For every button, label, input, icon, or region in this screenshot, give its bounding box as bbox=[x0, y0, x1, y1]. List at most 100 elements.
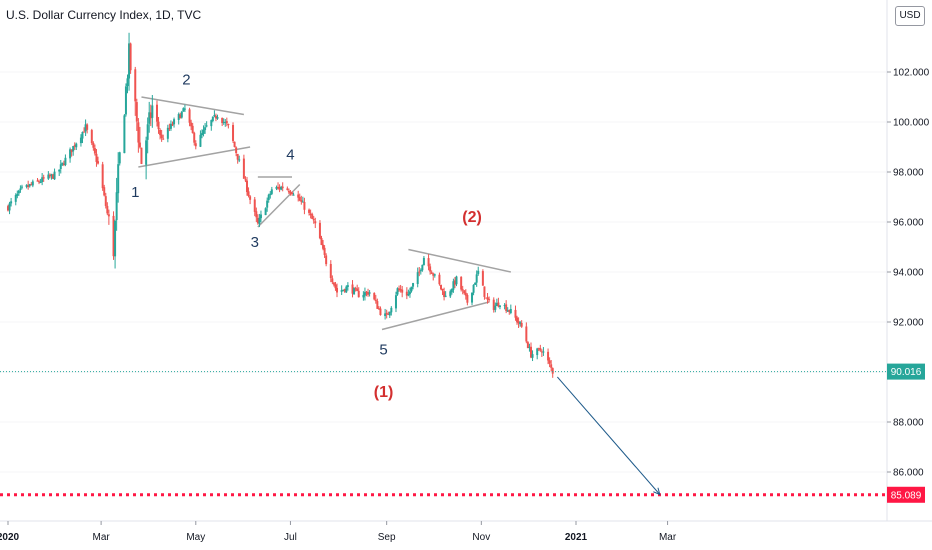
wave-label: (1) bbox=[374, 384, 394, 401]
candle-up bbox=[79, 137, 82, 144]
candle-up bbox=[183, 108, 186, 110]
candle-up bbox=[14, 195, 17, 202]
candle-down bbox=[354, 288, 357, 290]
candle-down bbox=[188, 109, 191, 123]
wave-label: 3 bbox=[251, 234, 259, 251]
candle-up bbox=[269, 193, 272, 195]
candle-down bbox=[483, 286, 486, 297]
candle-down bbox=[486, 297, 489, 300]
candle-down bbox=[249, 196, 252, 200]
price-axis[interactable]: 86.00088.00090.00092.00094.00096.00098.0… bbox=[887, 68, 930, 479]
candle-up bbox=[494, 305, 497, 310]
candle-down bbox=[329, 263, 332, 279]
candle-down bbox=[73, 145, 76, 147]
candle-down bbox=[135, 102, 138, 122]
x-tick-label: Jul bbox=[284, 532, 297, 543]
candle-down bbox=[520, 322, 523, 327]
candle-up bbox=[50, 174, 53, 176]
candle-down bbox=[356, 288, 359, 292]
pattern-line bbox=[141, 96, 245, 116]
candle-down bbox=[439, 284, 442, 290]
candle-down bbox=[427, 258, 430, 267]
candle-down bbox=[104, 196, 107, 206]
candle-down bbox=[244, 179, 247, 181]
candle-up bbox=[477, 270, 480, 274]
candle-down bbox=[101, 164, 104, 189]
candle-down bbox=[357, 290, 360, 298]
last-price-tag-box bbox=[887, 363, 925, 380]
candle-down bbox=[526, 342, 529, 349]
candle-down bbox=[48, 174, 51, 177]
candle-up bbox=[394, 295, 397, 309]
candle-down bbox=[171, 124, 174, 126]
candle-up bbox=[64, 157, 67, 165]
candle-up bbox=[368, 292, 371, 294]
candle-down bbox=[461, 289, 464, 291]
candle-down bbox=[191, 125, 194, 134]
candle-up bbox=[146, 124, 149, 140]
candle-up bbox=[151, 105, 154, 118]
candle-up bbox=[115, 192, 118, 221]
candle-up bbox=[519, 322, 522, 325]
candle-down bbox=[289, 192, 292, 194]
candle-up bbox=[84, 124, 87, 132]
candle-down bbox=[38, 181, 41, 183]
candle-down bbox=[373, 293, 376, 300]
time-axis[interactable]: 2020 Mar May Jul Sep Nov 2021 Mar bbox=[0, 521, 677, 543]
candle-up bbox=[390, 307, 393, 313]
candle-down bbox=[256, 217, 259, 224]
candle-up bbox=[199, 134, 202, 147]
candle-down bbox=[517, 321, 520, 324]
pattern-line bbox=[138, 146, 251, 168]
candle-down bbox=[525, 326, 528, 342]
y-tick-label: 94.000 bbox=[893, 268, 924, 279]
candle-up bbox=[408, 291, 411, 295]
y-tick-label: 102.000 bbox=[893, 68, 930, 79]
candle-down bbox=[484, 297, 487, 299]
candle-down bbox=[278, 187, 281, 190]
candle-down bbox=[107, 214, 110, 217]
candle-down bbox=[399, 289, 402, 291]
candle-up bbox=[384, 313, 387, 316]
candle-down bbox=[137, 122, 140, 143]
candle-up bbox=[211, 116, 214, 121]
candle-up bbox=[421, 264, 424, 271]
candle-down bbox=[235, 147, 238, 154]
currency-button[interactable]: USD bbox=[895, 6, 925, 26]
candle-up bbox=[474, 282, 477, 285]
candle-up bbox=[472, 284, 475, 293]
candle-up bbox=[53, 171, 56, 180]
candle-up bbox=[542, 351, 545, 353]
candle-up bbox=[531, 354, 534, 358]
candle-down bbox=[514, 309, 517, 318]
candle-down bbox=[168, 127, 171, 129]
candle-up bbox=[267, 194, 270, 200]
candle-down bbox=[36, 180, 39, 182]
candle-down bbox=[83, 131, 86, 133]
x-tick-label: May bbox=[186, 532, 205, 543]
x-tick-label: 2021 bbox=[565, 532, 588, 543]
candle-up bbox=[61, 162, 64, 165]
price-levels bbox=[0, 371, 887, 497]
candle-down bbox=[297, 194, 300, 198]
candle-up bbox=[292, 194, 295, 196]
y-tick-label: 92.000 bbox=[893, 318, 924, 329]
candle-up bbox=[216, 117, 219, 119]
candle-up bbox=[353, 288, 356, 295]
candle-up bbox=[506, 310, 509, 312]
candle-up bbox=[128, 43, 131, 79]
candle-down bbox=[286, 188, 289, 190]
candle-up bbox=[475, 274, 478, 283]
chart-grid bbox=[0, 71, 887, 473]
candle-down bbox=[550, 364, 553, 368]
candle-down bbox=[460, 276, 463, 290]
pattern-line bbox=[257, 183, 301, 228]
candle-up bbox=[280, 186, 283, 190]
candle-down bbox=[214, 115, 217, 119]
target-price-tag-box bbox=[887, 486, 925, 503]
candle-down bbox=[140, 147, 143, 164]
candle-up bbox=[213, 114, 216, 116]
candle-up bbox=[450, 289, 453, 293]
candle-down bbox=[443, 291, 446, 298]
